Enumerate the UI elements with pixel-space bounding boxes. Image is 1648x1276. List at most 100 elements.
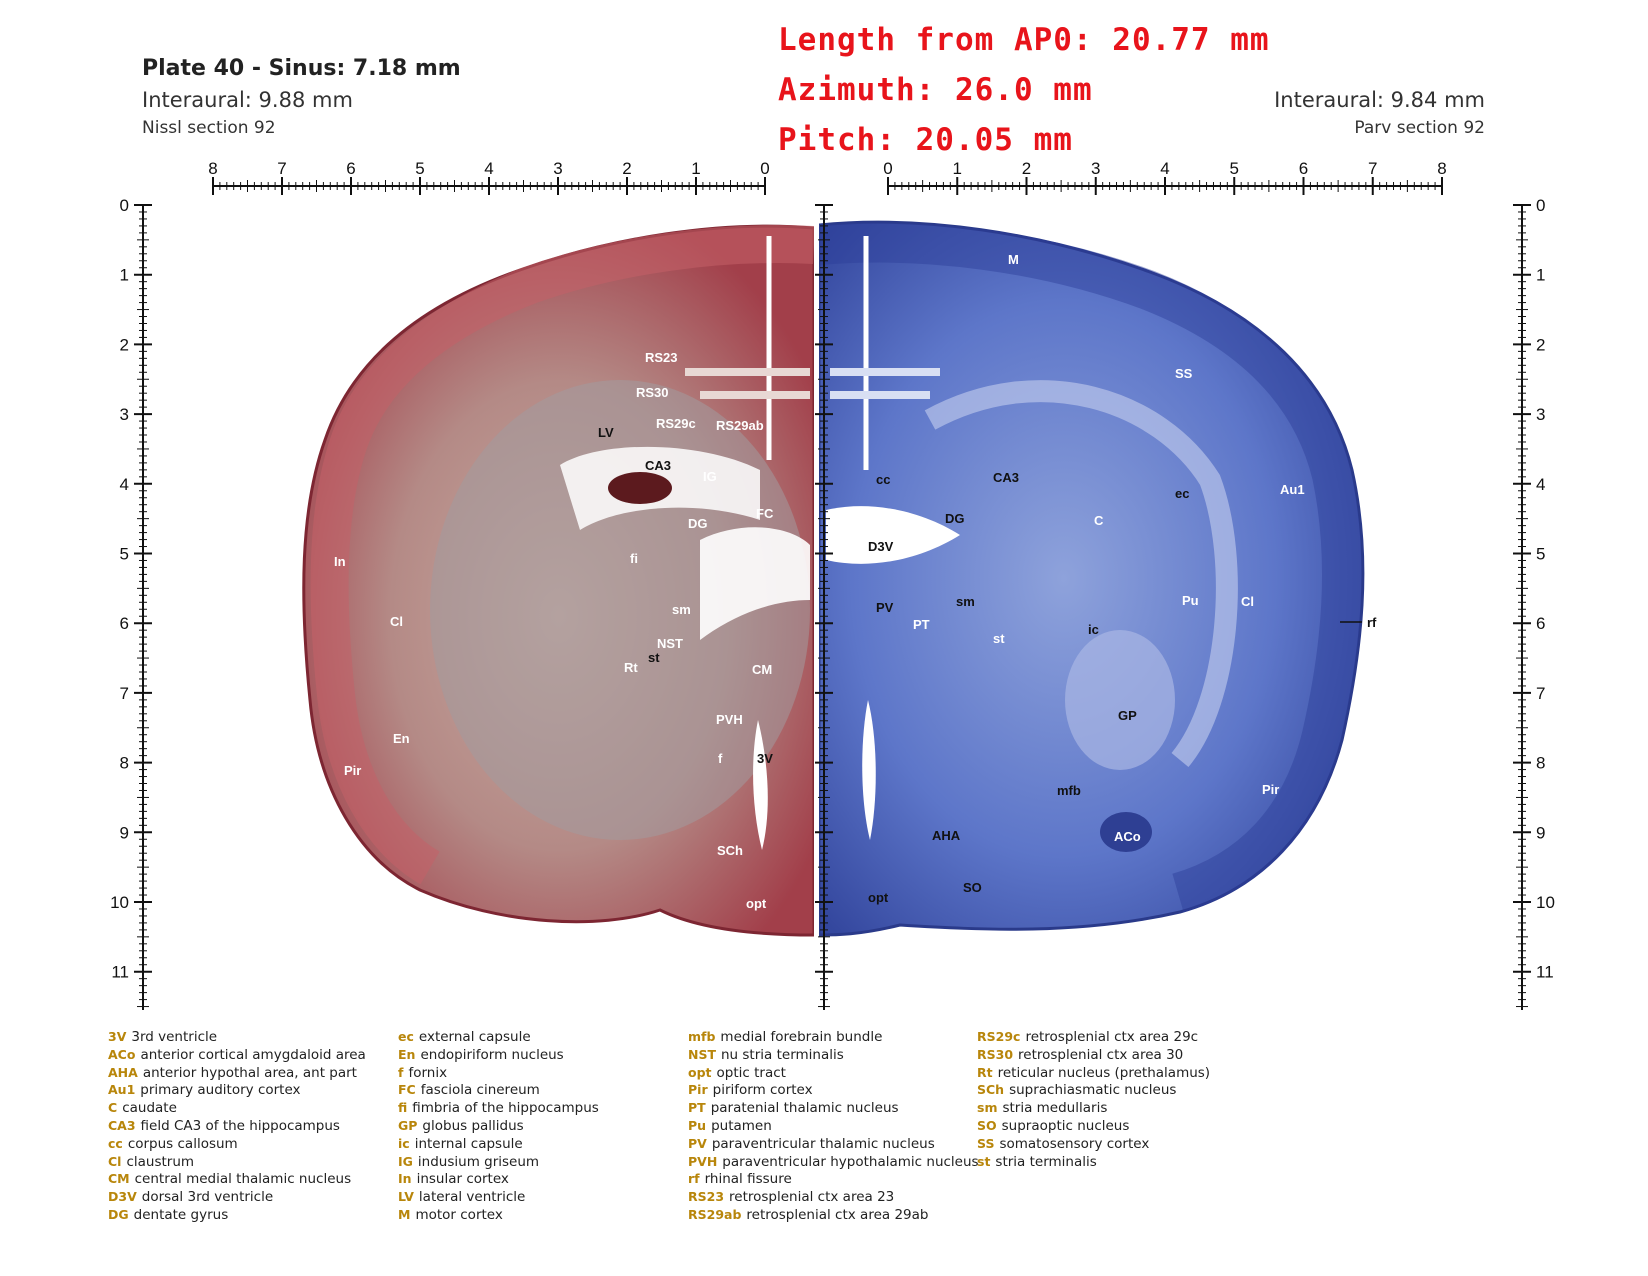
legend-item: mfb medial forebrain bundle: [688, 1028, 979, 1046]
label-Cl: Cl: [390, 614, 403, 629]
legend-text: nu stria terminalis: [721, 1046, 844, 1063]
ruler-tick-label: 9: [1536, 823, 1545, 842]
legend-item: ACo anterior cortical amygdaloid area: [108, 1046, 366, 1064]
legend-column-3: mfb medial forebrain bundle NST nu stria te…: [688, 1028, 979, 1224]
legend-text: indusium griseum: [417, 1153, 540, 1170]
ruler-tick-label: 2: [1536, 335, 1545, 354]
legend-abbr: Rt: [977, 1064, 993, 1080]
legend-text: internal capsule: [414, 1135, 523, 1152]
ruler-tick-label: 4: [120, 475, 129, 494]
legend-text: supraoptic nucleus: [1001, 1117, 1130, 1134]
legend-item: RS30 retrosplenial ctx area 30: [977, 1046, 1210, 1064]
ruler-tick-label: 7: [1536, 684, 1545, 703]
legend-abbr: SO: [977, 1117, 997, 1133]
ruler-tick-label: 10: [110, 893, 129, 912]
legend-text: endopiriform nucleus: [420, 1046, 564, 1063]
label-M: M: [1008, 252, 1019, 267]
legend-abbr: AHA: [108, 1064, 138, 1080]
label-FC: FC: [756, 506, 774, 521]
legend-abbr: PV: [688, 1135, 707, 1151]
ruler-tick-label: 0: [1536, 196, 1545, 215]
legend-text: optic tract: [716, 1064, 786, 1081]
legend-abbr: C: [108, 1100, 118, 1116]
label-st: st: [648, 650, 660, 665]
label-RS29c: RS29c: [656, 416, 696, 431]
label-sm: sm: [672, 602, 691, 617]
legend-item: Pir piriform cortex: [688, 1081, 979, 1099]
legend-abbr: IG: [398, 1153, 413, 1169]
label-In: In: [334, 554, 346, 569]
legend-text: caudate: [122, 1100, 177, 1117]
label-RS23: RS23: [645, 350, 678, 365]
legend-text: fimbria of the hippocampus: [412, 1100, 599, 1117]
legend-text: motor cortex: [415, 1206, 503, 1223]
label-D3V: D3V: [868, 539, 894, 554]
legend-item: SCh suprachiasmatic nucleus: [977, 1081, 1210, 1099]
legend-text: lateral ventricle: [418, 1189, 526, 1206]
legend-abbr: CM: [108, 1171, 130, 1187]
legend-abbr: En: [398, 1046, 416, 1062]
legend-text: dorsal 3rd ventricle: [141, 1189, 274, 1206]
label-SO: SO: [963, 880, 982, 895]
legend-abbr: f: [398, 1064, 404, 1080]
label-PV: PV: [876, 600, 894, 615]
label-sm-right: sm: [956, 594, 975, 609]
legend-text: paratenial thalamic nucleus: [710, 1100, 899, 1117]
legend-abbr: RS29ab: [688, 1206, 742, 1222]
ruler-tick-label: 6: [120, 614, 129, 633]
legend-abbr: opt: [688, 1064, 712, 1080]
legend-item: DG dentate gyrus: [108, 1206, 366, 1224]
legend-text: somatosensory cortex: [999, 1135, 1150, 1152]
legend-abbr: rf: [688, 1171, 700, 1187]
pitch: Pitch: 20.05 mm: [778, 122, 1073, 158]
legend-abbr: ic: [398, 1135, 410, 1151]
center-vertical-ruler: [815, 204, 833, 1010]
legend-item: Au1 primary auditory cortex: [108, 1081, 366, 1099]
legend-abbr: PVH: [688, 1153, 718, 1169]
legend-abbr: RS30: [977, 1046, 1014, 1062]
legend-text: field CA3 of the hippocampus: [140, 1117, 340, 1134]
legend-text: external capsule: [418, 1029, 531, 1045]
legend-abbr: PT: [688, 1100, 706, 1116]
legend-abbr: D3V: [108, 1189, 137, 1205]
label-rf: rf: [1367, 615, 1377, 630]
ruler-tick-label: 7: [120, 684, 129, 703]
ruler-tick-label: 2: [622, 159, 631, 178]
legend-abbr: st: [977, 1153, 991, 1169]
legend-item: fi fimbria of the hippocampus: [398, 1099, 599, 1117]
legend-text: reticular nucleus (prethalamus): [997, 1064, 1211, 1081]
legend-text: retrosplenial ctx area 30: [1018, 1046, 1184, 1063]
legend-item: PVH paraventricular hypothalamic nucleus: [688, 1153, 979, 1171]
legend-text: rhinal fissure: [704, 1171, 792, 1188]
legend-item: cc corpus callosum: [108, 1135, 366, 1153]
ruler-tick-label: 4: [484, 159, 493, 178]
ruler-tick-label: 1: [1536, 266, 1545, 285]
legend-item: Cl claustrum: [108, 1153, 366, 1171]
legend-item: RS29ab retrosplenial ctx area 29ab: [688, 1206, 979, 1224]
legend-item: AHA anterior hypothal area, ant part: [108, 1064, 366, 1082]
label-st-right: st: [993, 631, 1005, 646]
label-CA3: CA3: [645, 458, 671, 473]
ruler-tick-label: 5: [1230, 159, 1239, 178]
legend-item: 3V 3rd ventricle: [108, 1028, 366, 1046]
ruler-tick-label: 6: [1536, 614, 1545, 633]
label-ic: ic: [1088, 622, 1099, 637]
label-CA3-right: CA3: [993, 470, 1019, 485]
label-CM: CM: [752, 662, 772, 677]
ruler-tick-label: 6: [346, 159, 355, 178]
legend-item: Rt reticular nucleus (prethalamus): [977, 1064, 1210, 1082]
legend-text: stria terminalis: [995, 1153, 1097, 1170]
ruler-tick-label: 4: [1536, 475, 1545, 494]
top-right-ruler: 0 1 2 3 4 5 6 7 8: [883, 159, 1447, 195]
legend-text: anterior hypothal area, ant part: [142, 1064, 357, 1081]
ruler-tick-label: 8: [120, 754, 129, 773]
legend-item: FC fasciola cinereum: [398, 1081, 599, 1099]
label-SCh: SCh: [717, 843, 743, 858]
ruler-tick-label: 8: [208, 159, 217, 178]
label-ACo: ACo: [1114, 829, 1141, 844]
legend-text: dentate gyrus: [133, 1206, 229, 1223]
top-left-ruler: 8 7 6 5 4 3 2 1 0: [208, 159, 770, 195]
legend-column-1: 3V 3rd ventricle ACo anterior cortical amyg…: [108, 1028, 366, 1224]
legend-item: CA3 field CA3 of the hippocampus: [108, 1117, 366, 1135]
legend-abbr: sm: [977, 1100, 998, 1116]
